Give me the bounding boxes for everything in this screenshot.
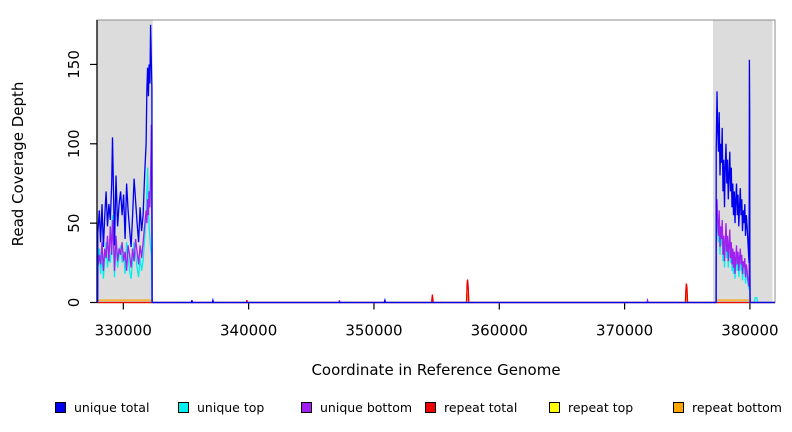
legend: unique total unique top unique bottom re… [0,398,792,420]
unique-top-swatch-icon [178,401,189,413]
legend-item-repeat-bottom: repeat bottom [673,398,782,416]
legend-label: repeat bottom [692,399,782,415]
repeat-bottom-swatch-icon [673,401,684,413]
repeat-total-swatch-icon [425,401,436,413]
legend-item-unique-bottom: unique bottom [301,398,412,416]
y-tick-label: 0 [65,298,83,308]
y-tick-label: 100 [65,129,83,158]
legend-label: unique total [74,399,150,415]
series-repeat-bottom [97,289,775,304]
unique-total-swatch-icon [55,401,66,413]
plot-box [96,19,776,303]
series-unique-bottom [97,124,775,304]
x-tick-label: 370000 [596,322,653,340]
series-repeat-top [97,294,775,304]
legend-item-unique-top: unique top [178,398,264,416]
x-tick-label: 350000 [345,322,402,340]
repeat-top-swatch-icon [549,401,560,413]
legend-label: repeat total [444,399,518,415]
x-tick-label: 380000 [721,322,778,340]
x-tick-label: 330000 [95,322,152,340]
y-tick-label: 50 [65,214,83,233]
legend-item-unique-total: unique total [55,398,149,416]
y-axis-title: Read Coverage Depth [9,81,27,247]
series-repeat-total [97,279,775,304]
unique-bottom-swatch-icon [301,401,312,413]
legend-item-repeat-top: repeat top [549,398,633,416]
legend-label: repeat top [568,399,634,415]
legend-label: unique top [197,399,265,415]
legend-label: unique bottom [320,399,413,415]
x-tick-label: 340000 [220,322,277,340]
y-tick-label: 150 [65,50,83,79]
x-axis-title: Coordinate in Reference Genome [311,361,561,379]
series-unique-top [97,167,775,304]
series-unique-total [97,24,775,304]
x-tick-label: 360000 [471,322,528,340]
legend-item-repeat-total: repeat total [425,398,517,416]
